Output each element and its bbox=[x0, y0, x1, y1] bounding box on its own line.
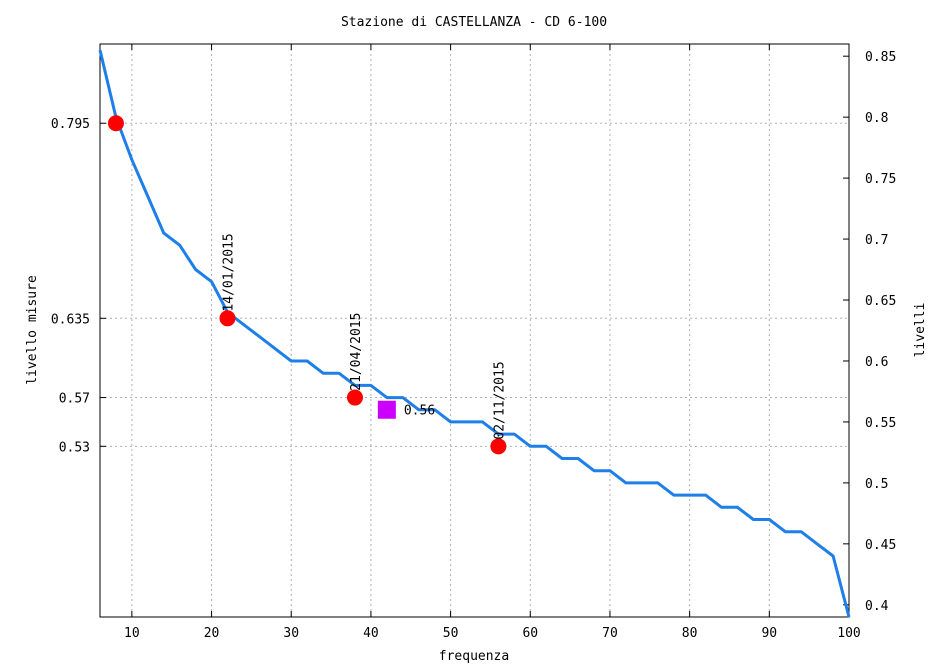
measurement-point bbox=[346, 389, 363, 406]
x-axis: 10 20 30 40 50 60 70 80 90 100 bbox=[124, 44, 861, 641]
x-tick-label: 90 bbox=[761, 626, 777, 641]
y-right-tick-label: 0.7 bbox=[865, 233, 888, 248]
y-right-tick-label: 0.6 bbox=[865, 355, 888, 370]
x-tick-label: 70 bbox=[602, 626, 618, 641]
x-tick-label: 60 bbox=[522, 626, 538, 641]
measurement-date-label: 02/11/2015 bbox=[492, 361, 507, 439]
x-tick-label: 50 bbox=[443, 626, 459, 641]
y-axis-left: 0.795 0.635 0.57 0.53 bbox=[51, 117, 106, 455]
x-tick-label: 10 bbox=[124, 626, 140, 641]
y-right-tick-label: 0.45 bbox=[865, 538, 896, 553]
measurement-point bbox=[490, 438, 507, 455]
y-left-tick-label: 0.53 bbox=[59, 440, 90, 455]
y-axis-right-label: livelli bbox=[913, 303, 928, 358]
y-left-tick-label: 0.795 bbox=[51, 117, 90, 132]
y-axis-right: 0.4 0.45 0.5 0.55 0.6 0.65 0.7 0.75 0.8 0.85 bbox=[843, 50, 896, 614]
measurement-point bbox=[107, 115, 124, 132]
grid bbox=[100, 44, 849, 617]
y-right-tick-label: 0.85 bbox=[865, 50, 896, 65]
x-tick-label: 20 bbox=[204, 626, 220, 641]
y-right-tick-label: 0.8 bbox=[865, 111, 888, 126]
measurement-date-label: 14/01/2015 bbox=[221, 233, 236, 311]
x-tick-label: 40 bbox=[363, 626, 379, 641]
plot-frame bbox=[99, 43, 850, 618]
x-tick-label: 100 bbox=[837, 626, 860, 641]
x-axis-label: frequenza bbox=[439, 649, 509, 664]
measurement-date-label: 21/04/2015 bbox=[349, 313, 364, 391]
y-right-tick-label: 0.4 bbox=[865, 599, 889, 614]
current-level-marker bbox=[377, 400, 396, 419]
current-level-label: 0.56 bbox=[404, 404, 435, 419]
y-left-tick-label: 0.57 bbox=[59, 392, 90, 407]
duration-curve-line bbox=[98, 49, 851, 618]
measurement-point bbox=[219, 310, 236, 327]
x-tick-label: 30 bbox=[283, 626, 299, 641]
chart-title: Stazione di CASTELLANZA - CD 6-100 bbox=[341, 15, 607, 30]
measurement-marks: 14/01/2015 21/04/2015 02/11/2015 0.56 bbox=[107, 115, 507, 455]
y-right-tick-label: 0.5 bbox=[865, 477, 888, 492]
y-left-tick-label: 0.635 bbox=[51, 312, 90, 327]
y-right-tick-label: 0.55 bbox=[865, 416, 896, 431]
y-axis-left-label: livello misure bbox=[25, 275, 40, 385]
y-right-tick-label: 0.75 bbox=[865, 172, 896, 187]
y-right-tick-label: 0.65 bbox=[865, 294, 896, 309]
x-tick-label: 80 bbox=[682, 626, 698, 641]
